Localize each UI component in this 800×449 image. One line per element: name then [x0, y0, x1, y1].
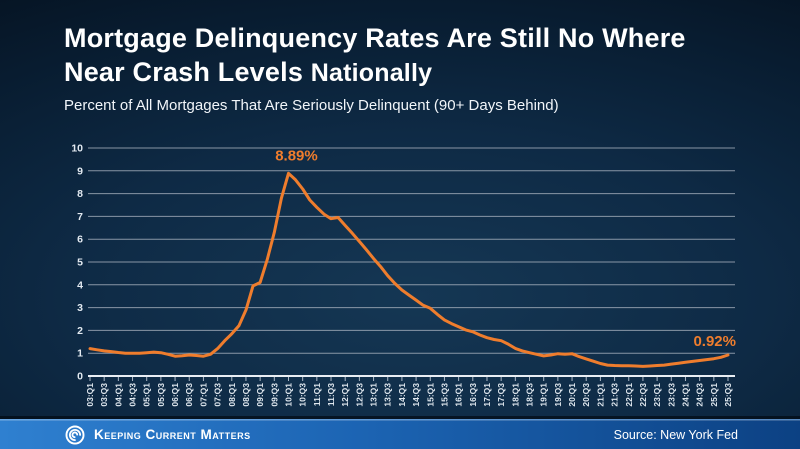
x-axis-label: 21:Q1	[595, 383, 605, 407]
brand-name: Keeping Current Matters	[94, 427, 251, 442]
x-axis-label: 14:Q1	[397, 383, 407, 407]
title-line-1: Mortgage Delinquency Rates Are Still No …	[64, 23, 686, 53]
x-axis-label: 24:Q3	[695, 383, 705, 407]
y-axis: 0 1 2 3 4 5 6 7 8 9 10	[71, 143, 83, 383]
x-axis-label: 25:Q3	[723, 383, 733, 407]
x-axis-label: 20:Q1	[567, 383, 577, 407]
x-axis-label: 15:Q1	[425, 383, 435, 407]
kcm-swirl-icon	[65, 425, 85, 444]
x-axis-label: 05:Q3	[156, 383, 166, 407]
x-axis-label: 04:Q3	[128, 383, 138, 407]
peak-annotation: 8.89%	[275, 147, 318, 164]
x-axis: 03:Q1 03:Q3 04:Q1 04:Q3 05:Q1 05:Q3 06:Q1 06:Q3…	[85, 377, 733, 407]
x-axis-label: 19:Q1	[539, 383, 549, 407]
x-axis-label: 09:Q3	[269, 383, 279, 407]
x-axis-label: 19:Q3	[553, 383, 563, 407]
x-axis-label: 15:Q3	[439, 383, 449, 407]
x-axis-label: 20:Q3	[581, 383, 591, 407]
x-axis-label: 18:Q3	[525, 383, 535, 407]
x-axis-label: 23:Q1	[652, 383, 662, 407]
x-axis-label: 17:Q1	[482, 383, 492, 407]
x-axis-label: 04:Q1	[113, 383, 123, 407]
footer-bar: Keeping Current Matters Source: New York…	[0, 419, 800, 449]
x-axis-label: 18:Q1	[510, 383, 520, 407]
title-line-2-suffix: Nationally	[310, 58, 433, 87]
gridlines	[88, 147, 735, 377]
x-axis-label: 11:Q1	[312, 383, 322, 406]
title-line-2: Near Crash Levels	[64, 56, 304, 87]
x-axis-label: 16:Q3	[468, 383, 478, 407]
title-block: Mortgage Delinquency Rates Are Still No …	[64, 22, 770, 114]
x-axis-label: 10:Q3	[298, 383, 308, 407]
source-text: Source: New York Fed	[613, 427, 738, 442]
x-axis-label: 05:Q1	[142, 383, 152, 407]
x-axis-label: 08:Q3	[241, 383, 251, 407]
kcm-brand: Keeping Current Matters	[64, 424, 251, 446]
y-axis-label: 4	[77, 279, 83, 291]
y-axis-label: 2	[77, 325, 83, 337]
y-axis-label: 0	[77, 371, 83, 383]
x-axis-label: 08:Q1	[227, 383, 237, 407]
x-axis-label: 07:Q1	[198, 383, 208, 407]
x-axis-label: 03:Q1	[85, 383, 95, 407]
x-axis-label: 23:Q3	[666, 383, 676, 407]
x-axis-label: 06:Q3	[184, 383, 194, 407]
x-axis-label: 11:Q3	[326, 383, 336, 406]
y-axis-label: 9	[77, 165, 83, 177]
x-axis-label: 10:Q1	[283, 383, 293, 407]
x-axis-label: 14:Q3	[411, 383, 421, 407]
x-axis-label: 22:Q3	[638, 383, 648, 407]
y-axis-label: 6	[77, 234, 83, 246]
x-axis-label: 12:Q1	[340, 383, 350, 407]
x-axis-label: 07:Q3	[213, 383, 223, 407]
x-axis-label: 13:Q1	[369, 383, 379, 407]
x-axis-label: 24:Q1	[680, 383, 690, 407]
x-axis-label: 16:Q1	[454, 383, 464, 407]
x-axis-label: 22:Q1	[624, 383, 634, 407]
x-axis-label: 25:Q1	[709, 383, 719, 407]
y-axis-label: 5	[77, 257, 83, 269]
y-axis-label: 8	[77, 188, 83, 200]
page-title: Mortgage Delinquency Rates Are Still No …	[64, 22, 770, 90]
y-axis-label: 7	[77, 211, 83, 223]
chart-subtitle: Percent of All Mortgages That Are Seriou…	[64, 96, 559, 114]
y-axis-label: 10	[71, 143, 83, 155]
current-annotation: 0.92%	[693, 333, 736, 350]
x-axis-label: 21:Q3	[610, 383, 620, 407]
x-axis-label: 12:Q3	[354, 383, 364, 407]
x-axis-label: 17:Q3	[496, 383, 506, 407]
x-axis-label: 09:Q1	[255, 383, 265, 407]
x-axis-label: 06:Q1	[170, 383, 180, 407]
y-axis-label: 3	[77, 302, 83, 314]
x-axis-label: 13:Q3	[383, 383, 393, 407]
x-axis-label: 03:Q3	[99, 383, 109, 407]
y-axis-label: 1	[77, 348, 83, 360]
delinquency-line	[88, 171, 730, 368]
